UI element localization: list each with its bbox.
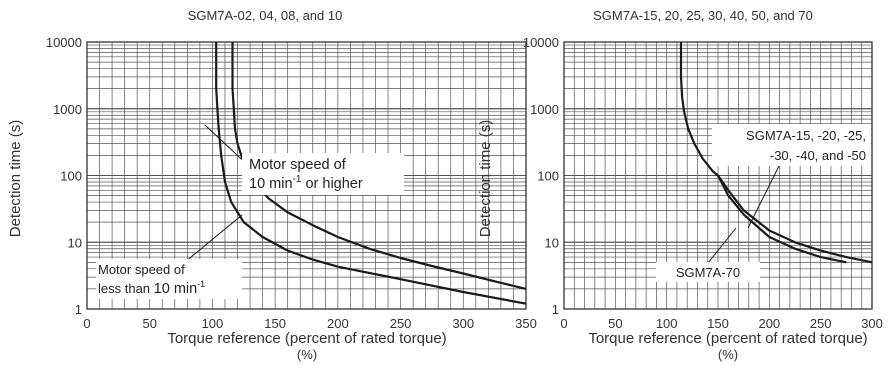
series-line-1: [679, 42, 873, 264]
y-tick-label: 10: [545, 235, 559, 250]
annotation-text: 10 min-1 or higher: [249, 174, 363, 192]
x-tick-label: 100: [656, 316, 678, 331]
x-tick-label: 200: [758, 316, 780, 331]
x-tick-label: 0: [560, 316, 567, 331]
y-tick-label: 1000: [53, 102, 82, 117]
x-tick-label: 0: [83, 316, 90, 331]
y-axis-label: Detection time (s): [477, 120, 494, 238]
y-axis-label: Detection time (s): [7, 120, 24, 238]
y-tick-label: 100: [60, 169, 82, 184]
x-axis-label: Torque reference (percent of rated torqu…: [588, 330, 867, 347]
x-axis-unit: (%): [297, 347, 317, 362]
annotation-text: -30, -40, and -50: [770, 148, 866, 163]
plot-area: [86, 41, 527, 310]
x-tick-label: 150: [264, 316, 286, 331]
annotation-text: SGM7A-15, -20, -25,: [746, 128, 866, 143]
leader-line: [707, 227, 737, 264]
x-tick-label: 250: [810, 316, 832, 331]
annotation-box: [712, 124, 871, 166]
chart-panel-2: SGM7A-15, 20, 25, 30, 40, 50, and 70 0 50 1…: [477, 8, 883, 362]
series-line-2: [215, 42, 527, 305]
annotation-box: [656, 262, 760, 282]
leader-line: [184, 214, 243, 263]
series-line-2: [717, 174, 847, 264]
y-tick-label: 10000: [523, 35, 559, 50]
annotation-text: SGM7A-70: [676, 265, 740, 280]
x-tick-label: 350: [515, 316, 537, 331]
x-axis-label: Torque reference (percent of rated torqu…: [167, 330, 446, 347]
x-tick-label: 50: [142, 316, 156, 331]
y-tick-label: 10000: [46, 35, 82, 50]
x-tick-label: 250: [390, 316, 412, 331]
x-tick-label: 100: [202, 316, 224, 331]
series-line-1: [231, 42, 527, 290]
chart-title: SGM7A-15, 20, 25, 30, 40, 50, and 70: [593, 8, 813, 23]
y-tick-label: 1: [552, 302, 559, 317]
annotation-box: [96, 259, 242, 299]
annotation-text: Motor speed of: [249, 157, 347, 173]
x-tick-label: 300: [861, 316, 883, 331]
chart-title: SGM7A-02, 04, 08, and 10: [188, 8, 343, 23]
y-tick-label: 1: [75, 302, 82, 317]
y-tick-label: 1000: [530, 102, 559, 117]
x-tick-label: 300: [452, 316, 474, 331]
annotation-text: less than 10 min-1: [98, 279, 205, 297]
annotation-text: Motor speed of: [98, 262, 185, 277]
x-tick-label: 200: [327, 316, 349, 331]
y-tick-label: 100: [537, 169, 559, 184]
x-tick-label: 50: [608, 316, 622, 331]
annotation-box: [242, 153, 404, 195]
x-tick-label: 150: [707, 316, 729, 331]
annotations: SGM7A-15, -20, -25, -30, -40, and -50 SGM7…: [656, 124, 871, 282]
plot-area: [563, 41, 873, 310]
x-axis-unit: (%): [718, 347, 738, 362]
leader-line: [747, 163, 781, 229]
chart-panel-1: SGM7A-02, 04, 08, and 10 0 50 100 150 200 250 3…: [7, 8, 537, 362]
y-tick-label: 10: [68, 235, 82, 250]
